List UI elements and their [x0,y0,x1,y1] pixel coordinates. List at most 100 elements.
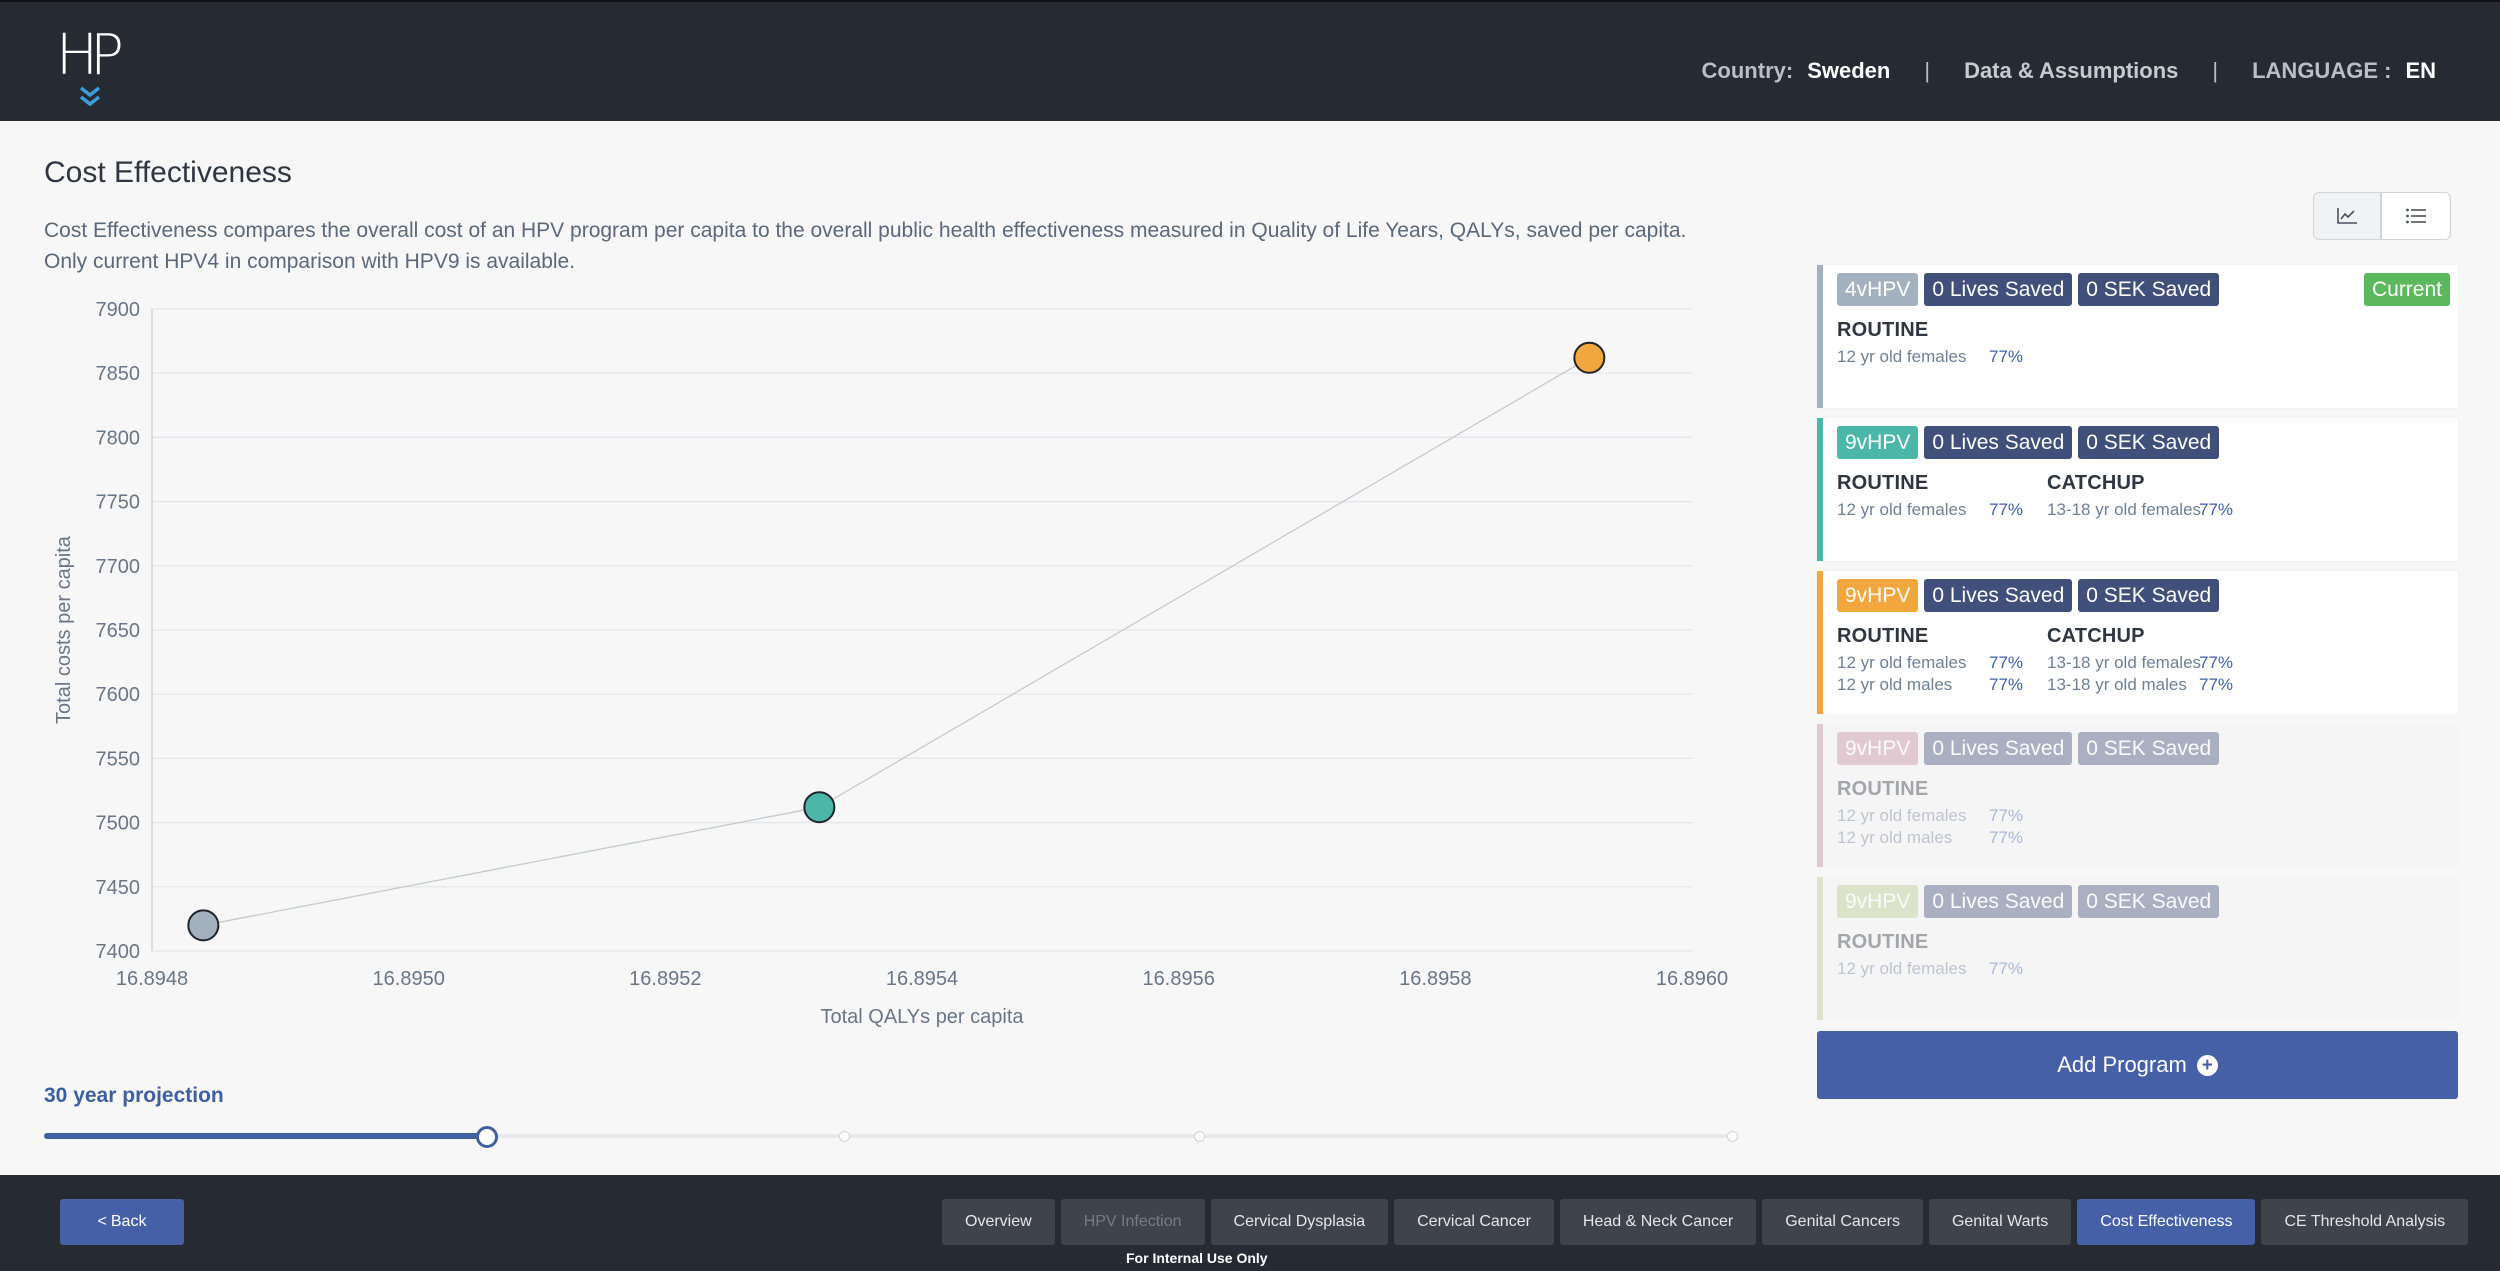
country-value[interactable]: Sweden [1807,58,1891,83]
program-groups: ROUTINE 12 yr old females 77% [1837,931,2047,980]
program-group: CATCHUP 13-18 yr old females 77% 13-18 yr o… [2047,625,2257,696]
y-tick-label: 7750 [96,492,141,514]
cohort-label: 13-18 yr old males [2047,675,2187,694]
cohort-row: 12 yr old females 77% [1837,499,2047,521]
group-title: ROUTINE [1837,625,1929,647]
cohort-row: 12 yr old males 77% [1837,674,2047,696]
projection-slider[interactable] [44,1126,1738,1148]
coverage-value: 77% [2199,653,2234,672]
cohort-row: 12 yr old males 77% [1837,827,2047,849]
y-tick-label: 7600 [96,684,141,706]
cohort-label: 12 yr old females [1837,959,1967,978]
tab-cervical-cancer[interactable]: Cervical Cancer [1394,1199,1554,1245]
program-badges: 4vHPV 0 Lives Saved 0 SEK Saved [1837,273,2220,306]
tab-head-neck-cancer[interactable]: Head & Neck Cancer [1559,1199,1757,1245]
language-value[interactable]: EN [2405,58,2436,83]
program-card[interactable]: 9vHPV 0 Lives Saved 0 SEK Saved ROUTINE 12 y… [1817,877,2458,1020]
program-group: CATCHUP 13-18 yr old females 77% [2047,472,2257,521]
data-points [187,341,1606,942]
description-line-1: Cost Effectiveness compares the overall … [44,219,1687,242]
coverage-value: 77% [1989,959,2024,978]
slider-step[interactable] [1194,1131,1205,1142]
slider-thumb[interactable] [475,1126,498,1148]
back-button[interactable]: < Back [60,1199,184,1245]
add-program-button[interactable]: Add Program + [1817,1031,2458,1099]
tab-genital-warts[interactable]: Genital Warts [1928,1199,2072,1245]
x-tick-label: 16.8958 [1399,968,1471,990]
coverage-value: 77% [1989,653,2024,672]
tab-cervical-dysplasia[interactable]: Cervical Dysplasia [1210,1199,1389,1245]
section-tabs: Overview HPV Infection Cervical Dysplasia C… [942,1199,2469,1245]
program-card[interactable]: 9vHPV 0 Lives Saved 0 SEK Saved ROUTINE 12 y… [1817,418,2458,561]
cohort-row: 12 yr old females 77% [1837,346,2047,368]
top-navbar: HP Country: Sweden | Data & Assumptions … [0,0,2500,121]
cohort-label: 13-18 yr old females [2047,500,2202,519]
x-tick-label: 16.8956 [1143,968,1215,990]
tab-genital-cancers[interactable]: Genital Cancers [1762,1199,1923,1245]
chart-view-button[interactable] [2313,192,2381,240]
cohort-label: 13-18 yr old females [2047,653,2202,672]
y-axis-label: Total costs per capita [53,535,75,724]
sek-saved-badge: 0 SEK Saved [2078,579,2220,612]
program-groups: ROUTINE 12 yr old females 77% [1837,319,2047,368]
y-tick-label: 7650 [96,620,141,642]
cohort-row: 13-18 yr old females 77% [2047,499,2257,521]
program-groups: ROUTINE 12 yr old females 77% 12 yr old mal… [1837,778,2047,849]
program-card[interactable]: 9vHPV 0 Lives Saved 0 SEK Saved ROUTINE 12 y… [1817,724,2458,867]
x-tick-label: 16.8960 [1656,968,1728,990]
data-point[interactable] [187,909,220,942]
projection-label: 30 year projection [44,1084,224,1107]
slider-fill [44,1133,487,1139]
tab-ce-threshold-analysis[interactable]: CE Threshold Analysis [2261,1199,2469,1245]
cohort-label: 12 yr old females [1837,806,1967,825]
slider-step[interactable] [1727,1131,1738,1142]
group-title: ROUTINE [1837,931,1929,953]
list-view-button[interactable] [2381,192,2451,240]
lives-saved-badge: 0 Lives Saved [1924,885,2073,918]
bottom-navbar: < Back Overview HPV Infection Cervical Dys… [0,1175,2500,1271]
group-title: ROUTINE [1837,778,1929,800]
cohort-label: 12 yr old females [1837,347,1967,366]
program-card[interactable]: 9vHPV 0 Lives Saved 0 SEK Saved ROUTINE 12 y… [1817,571,2458,714]
sek-saved-badge: 0 SEK Saved [2078,885,2220,918]
cohort-label: 12 yr old males [1837,675,1953,694]
nav-separator: | [2212,58,2219,83]
nav-separator: | [1924,58,1931,83]
x-tick-label: 16.8948 [116,968,188,990]
cohort-row: 12 yr old females 77% [1837,958,2047,980]
data-point[interactable] [803,791,836,824]
line-chart-icon [2337,208,2357,224]
program-badges: 9vHPV 0 Lives Saved 0 SEK Saved [1837,732,2220,765]
tab-overview[interactable]: Overview [942,1199,1055,1245]
data-assumptions-link[interactable]: Data & Assumptions [1964,58,2179,83]
group-title: ROUTINE [1837,319,1929,341]
page-description: Cost Effectiveness compares the overall … [44,215,1764,277]
group-title: CATCHUP [2047,472,2145,494]
series-connector-line [203,357,1590,926]
program-card[interactable]: 4vHPV 0 Lives Saved 0 SEK Saved Current ROUT… [1817,265,2458,408]
x-tick-label: 16.8952 [629,968,701,990]
y-axis-ticks: 7900 7850 7800 7750 7700 7650 7600 7550 7500 7450… [96,299,141,963]
slider-step[interactable] [839,1131,850,1142]
data-point[interactable] [1573,341,1606,374]
coverage-value: 77% [2199,675,2234,694]
tab-cost-effectiveness[interactable]: Cost Effectiveness [2077,1199,2256,1245]
cohort-label: 12 yr old females [1837,500,1967,519]
program-group: ROUTINE 12 yr old females 77% 12 yr old mal… [1837,778,2047,849]
add-program-label: Add Program [2057,1052,2187,1077]
app-logo[interactable]: HP [56,28,126,112]
program-group: ROUTINE 12 yr old females 77% [1837,931,2047,980]
x-axis-ticks: 16.8948 16.8950 16.8952 16.8954 16.8956 16.89… [116,968,1728,990]
slider-track[interactable] [44,1134,1734,1138]
cohort-row: 12 yr old females 77% [1837,805,2047,827]
program-group: ROUTINE 12 yr old females 77% 12 yr old mal… [1837,625,2047,696]
y-tick-label: 7800 [96,427,141,449]
language-label: LANGUAGE : [2252,58,2392,83]
vaccine-badge: 9vHPV [1837,579,1919,612]
x-tick-label: 16.8950 [373,968,445,990]
plus-circle-icon: + [2196,1054,2218,1076]
program-badges: 9vHPV 0 Lives Saved 0 SEK Saved [1837,885,2220,918]
coverage-value: 77% [2199,500,2234,519]
cohort-row: 13-18 yr old females 77% [2047,652,2257,674]
coverage-value: 77% [1989,828,2024,847]
